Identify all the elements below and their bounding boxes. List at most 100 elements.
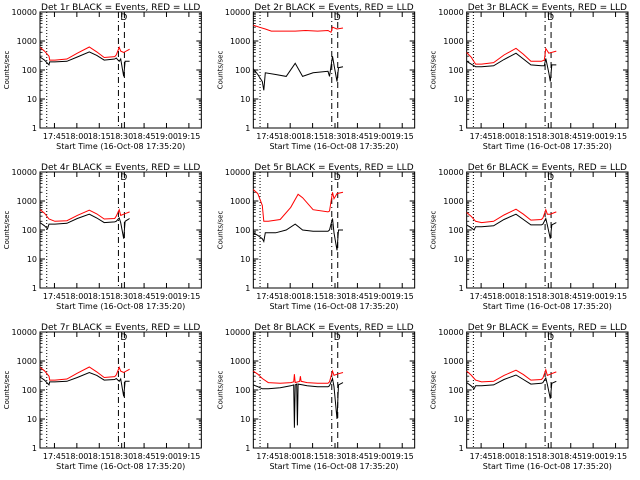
x-tick-label: 18:00 <box>65 292 88 301</box>
y-tick-label: 10 <box>27 255 37 264</box>
panel-title: Det 2r BLACK = Events, RED = LLD <box>254 3 413 13</box>
y-tick-label: 10 <box>453 95 463 104</box>
x-tick-label: 18:45 <box>559 132 582 141</box>
y-tick-label: 100 <box>448 226 463 235</box>
marker-label: D <box>547 13 554 23</box>
x-tick-label: 19:15 <box>604 132 627 141</box>
marker-label: D <box>334 333 341 343</box>
x-tick-label: 18:45 <box>559 292 582 301</box>
y-tick-label: 100 <box>235 226 250 235</box>
x-axis-label: Start Time (16-Oct-08 17:35:20) <box>483 142 612 151</box>
x-tick-label: 18:30 <box>110 452 133 461</box>
series-line-lld <box>466 208 557 224</box>
plot-frame <box>466 331 629 449</box>
x-tick-label: 18:45 <box>133 292 156 301</box>
x-tick-label: 19:15 <box>177 132 200 141</box>
x-tick-label: 18:15 <box>514 132 537 141</box>
x-tick-label: 19:00 <box>368 292 391 301</box>
panel-title: Det 8r BLACK = Events, RED = LLD <box>254 323 413 333</box>
marker-label: D <box>120 13 127 23</box>
x-tick-label: 19:15 <box>604 292 627 301</box>
x-tick-label: 19:15 <box>391 132 414 141</box>
y-tick-label: 1000 <box>17 197 37 206</box>
x-tick-label: 17:45 <box>470 292 493 301</box>
x-tick-label: 17:45 <box>470 132 493 141</box>
series-line-lld <box>253 24 344 34</box>
series-line-lld <box>466 367 557 383</box>
x-tick-label: 18:45 <box>559 452 582 461</box>
y-tick-label: 10000 <box>225 328 250 337</box>
y-axis-label: Counts/sec <box>3 211 11 250</box>
series-line-events <box>466 213 557 239</box>
x-tick-label: 18:15 <box>88 132 111 141</box>
series-line-events <box>39 371 130 397</box>
x-tick-label: 19:00 <box>582 132 605 141</box>
panel-title: Det 5r BLACK = Events, RED = LLD <box>254 163 413 173</box>
x-tick-label: 18:30 <box>323 132 346 141</box>
x-tick-label: 18:00 <box>65 132 88 141</box>
y-tick-label: 1000 <box>17 357 37 366</box>
marker-label: D <box>547 173 554 183</box>
marker-label: D <box>120 173 127 183</box>
detector-panel-6: Det 6r BLACK = Events, RED = LLD 1 10 100 10… <box>430 163 629 311</box>
y-tick-label: 100 <box>22 386 37 395</box>
detector-panel-5: Det 5r BLACK = Events, RED = LLD 1 10 100 10… <box>216 163 416 311</box>
y-tick-label: 10000 <box>12 8 37 17</box>
x-tick-label: 18:00 <box>279 132 302 141</box>
x-tick-label: 18:45 <box>133 132 156 141</box>
y-tick-label: 10 <box>240 255 250 264</box>
detector-panel-9: Det 9r BLACK = Events, RED = LLD 1 10 100 10… <box>430 323 629 471</box>
detector-panel-8: Det 8r BLACK = Events, RED = LLD 1 10 100 10… <box>216 323 416 471</box>
x-tick-label: 19:00 <box>368 452 391 461</box>
series-line-events <box>39 213 130 239</box>
y-tick-label: 10 <box>27 415 37 424</box>
x-tick-label: 18:30 <box>537 292 560 301</box>
panel-title: Det 4r BLACK = Events, RED = LLD <box>41 163 200 173</box>
x-tick-label: 19:00 <box>368 132 391 141</box>
x-tick-label: 18:30 <box>323 292 346 301</box>
series-line-events <box>39 51 130 77</box>
y-tick-label: 10000 <box>438 8 463 17</box>
y-tick-label: 100 <box>22 226 37 235</box>
y-tick-label: 1000 <box>230 197 250 206</box>
x-tick-label: 17:45 <box>256 292 279 301</box>
x-tick-label: 18:15 <box>514 292 537 301</box>
marker-label: D <box>120 333 127 343</box>
y-tick-label: 10000 <box>225 168 250 177</box>
y-tick-label: 10 <box>27 95 37 104</box>
y-tick-label: 10000 <box>12 168 37 177</box>
y-tick-label: 10 <box>453 255 463 264</box>
detector-panel-4: Det 4r BLACK = Events, RED = LLD 1 10 100 10… <box>3 163 202 311</box>
series-line-lld <box>39 46 130 61</box>
x-tick-label: 18:45 <box>346 292 369 301</box>
x-tick-label: 17:45 <box>43 292 66 301</box>
plot-frame <box>39 11 202 129</box>
y-tick-label: 10000 <box>225 8 250 17</box>
x-tick-label: 19:00 <box>155 292 178 301</box>
x-tick-label: 19:15 <box>391 292 414 301</box>
series-line-lld <box>39 208 130 222</box>
detector-panel-2: Det 2r BLACK = Events, RED = LLD 1 10 100 10… <box>216 3 416 151</box>
y-axis-label: Counts/sec <box>430 51 438 90</box>
y-tick-label: 1000 <box>17 37 37 46</box>
marker-label: D <box>334 13 341 23</box>
y-tick-label: 1 <box>32 444 37 453</box>
x-tick-label: 18:15 <box>514 452 537 461</box>
series-line-lld <box>466 47 557 65</box>
y-axis-label: Counts/sec <box>3 51 11 90</box>
y-tick-label: 1000 <box>443 197 463 206</box>
x-tick-label: 18:15 <box>88 292 111 301</box>
series-line-events <box>466 374 557 399</box>
y-axis-label: Counts/sec <box>216 371 224 410</box>
x-tick-label: 19:00 <box>582 292 605 301</box>
y-tick-label: 1000 <box>230 37 250 46</box>
x-tick-label: 19:15 <box>177 452 200 461</box>
series-line-events <box>253 218 343 251</box>
y-axis-label: Counts/sec <box>430 371 438 410</box>
series-line-events <box>252 56 344 91</box>
x-tick-label: 17:45 <box>256 452 279 461</box>
y-tick-label: 10000 <box>12 328 37 337</box>
marker-label: D <box>547 333 554 343</box>
y-tick-label: 10000 <box>438 168 463 177</box>
y-axis-label: Counts/sec <box>430 211 438 250</box>
